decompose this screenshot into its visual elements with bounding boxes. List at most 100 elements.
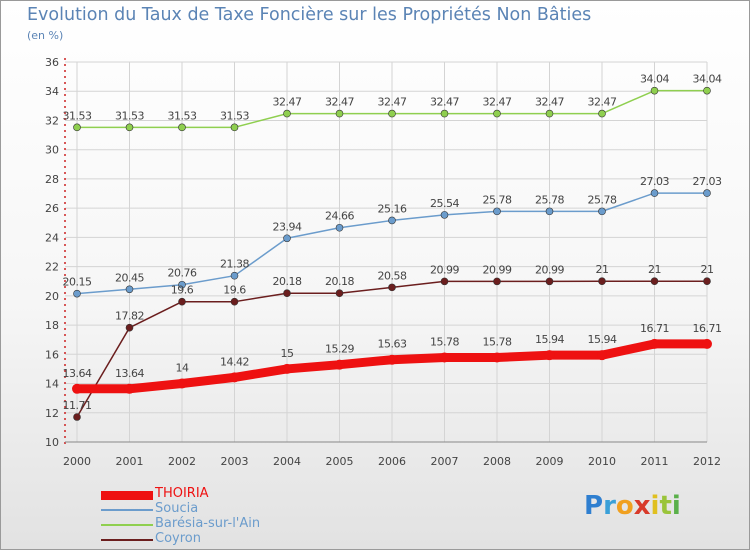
data-label: 15	[281, 347, 294, 360]
data-label: 32.47	[535, 96, 564, 109]
legend-swatch	[101, 524, 153, 526]
data-point	[229, 372, 240, 383]
data-label: 31.53	[63, 109, 92, 122]
data-point	[125, 123, 134, 132]
data-label: 20.99	[483, 263, 512, 276]
data-label: 15.78	[483, 336, 512, 349]
data-point	[598, 109, 606, 118]
data-point	[493, 109, 501, 118]
x-tick-label: 2010	[588, 455, 616, 468]
x-tick-label: 2002	[168, 455, 196, 468]
data-point	[598, 277, 606, 286]
data-label: 20.99	[430, 263, 459, 276]
data-label: 31.53	[220, 109, 249, 122]
data-point	[230, 123, 239, 132]
data-label: 32.47	[483, 96, 512, 109]
data-label: 14	[176, 362, 189, 375]
data-point	[124, 383, 135, 394]
data-label: 21	[596, 263, 609, 276]
data-label: 31.53	[115, 109, 144, 122]
data-label: 31.53	[168, 109, 197, 122]
data-label: 21.38	[220, 258, 249, 271]
data-point	[73, 123, 81, 132]
data-point	[650, 189, 659, 197]
data-point	[283, 234, 291, 243]
data-point	[282, 363, 292, 374]
data-label: 15.78	[430, 336, 459, 349]
y-tick-label: 34	[45, 85, 59, 98]
data-label: 25.78	[588, 193, 617, 206]
data-point	[283, 109, 291, 118]
y-tick-label: 36	[45, 56, 59, 69]
y-tick-label: 26	[45, 202, 59, 215]
data-label: 27.03	[693, 175, 722, 188]
legend-label: THOIRIA	[155, 486, 209, 501]
data-label: 32.47	[430, 96, 459, 109]
data-point	[334, 359, 345, 370]
data-label: 19.6	[171, 284, 194, 297]
data-point	[650, 86, 659, 95]
data-point	[492, 352, 502, 363]
x-tick-label: 2005	[326, 455, 354, 468]
y-tick-label: 10	[45, 436, 59, 449]
data-point	[440, 211, 449, 219]
data-label: 24.66	[325, 210, 354, 223]
x-tick-label: 2006	[378, 455, 406, 468]
logo-letter: t	[659, 491, 672, 521]
y-tick-label: 18	[45, 319, 59, 332]
data-label: 32.47	[378, 96, 407, 109]
y-tick-label: 30	[45, 144, 59, 157]
data-label: 25.78	[483, 193, 512, 206]
data-label: 14.42	[220, 355, 249, 368]
x-tick-label: 2003	[221, 455, 249, 468]
data-point	[544, 350, 555, 361]
data-label: 32.47	[325, 96, 354, 109]
data-point	[440, 109, 449, 118]
data-label: 25.78	[535, 193, 564, 206]
x-tick-label: 2011	[641, 455, 669, 468]
data-label: 20.99	[535, 263, 564, 276]
data-point	[177, 378, 187, 389]
logo-letter: r	[603, 491, 616, 521]
legend-label: Barésia-sur-l'Ain	[155, 516, 261, 531]
data-label: 34.04	[693, 73, 722, 86]
logo-letter: o	[615, 491, 634, 521]
y-tick-label: 16	[45, 348, 59, 361]
data-label: 25.54	[430, 197, 459, 210]
data-label: 16.71	[640, 322, 669, 335]
data-point	[493, 207, 501, 216]
data-label: 13.64	[115, 367, 144, 380]
data-point	[703, 189, 711, 197]
data-point	[335, 109, 344, 118]
data-label: 17.82	[115, 310, 144, 323]
y-tick-label: 32	[45, 114, 59, 127]
data-label: 11.71	[63, 399, 92, 412]
x-tick-label: 2008	[483, 455, 511, 468]
data-point	[440, 277, 449, 286]
data-label: 20.18	[273, 275, 302, 288]
data-point	[73, 413, 81, 421]
data-point	[493, 277, 501, 286]
data-label: 21	[648, 263, 661, 276]
data-label: 20.45	[115, 271, 144, 284]
data-point	[73, 289, 81, 298]
legend-swatch	[101, 509, 153, 511]
data-point	[283, 289, 291, 298]
x-tick-label: 2007	[431, 455, 459, 468]
y-tick-label: 28	[45, 173, 59, 186]
data-label: 15.94	[588, 333, 617, 346]
data-label: 25.16	[378, 202, 407, 215]
data-label: 23.94	[273, 220, 302, 233]
x-tick-label: 2012	[693, 455, 721, 468]
y-tick-label: 12	[45, 407, 59, 420]
y-tick-label: 14	[45, 378, 59, 391]
data-point	[230, 297, 239, 306]
data-label: 32.47	[588, 96, 617, 109]
data-label: 27.03	[640, 175, 669, 188]
data-point	[230, 271, 239, 280]
data-point	[178, 297, 186, 306]
data-label: 15.29	[325, 343, 354, 356]
data-point	[439, 352, 450, 363]
data-point	[702, 338, 712, 349]
